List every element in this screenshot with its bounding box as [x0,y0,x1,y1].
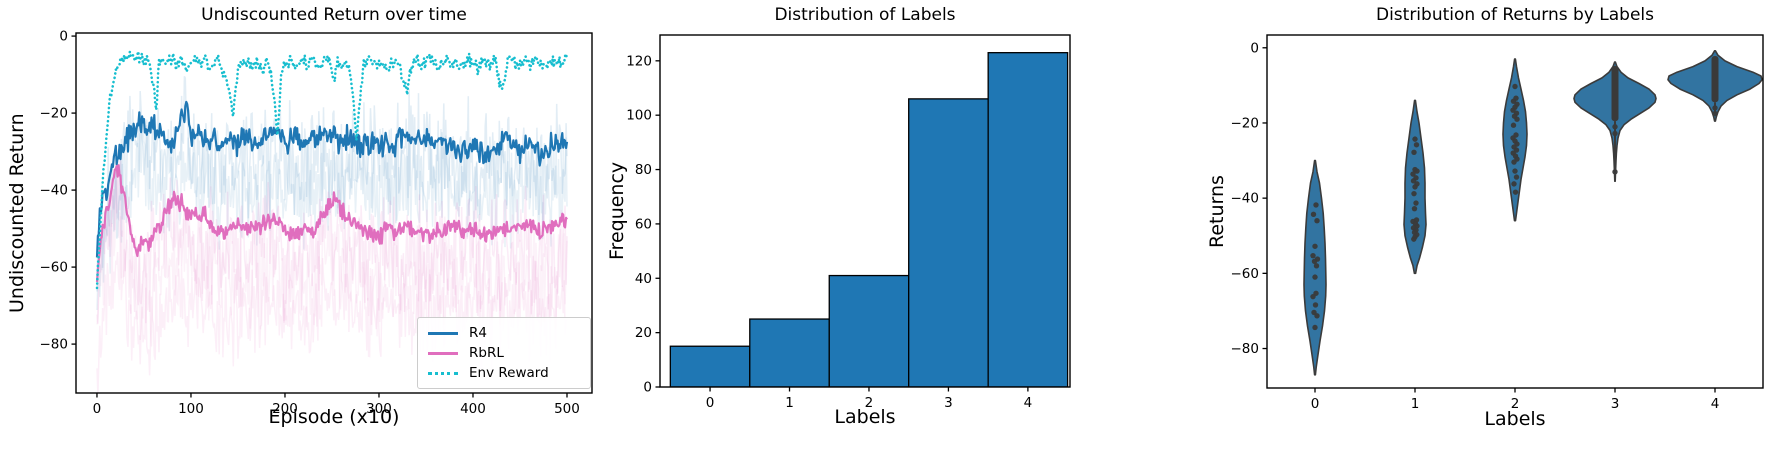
svg-text:3: 3 [944,395,953,411]
legend-row-env-reward: Env Reward [428,363,580,383]
svg-text:200: 200 [272,401,298,417]
svg-text:0: 0 [93,401,102,417]
plot3-title: Distribution of Returns by Labels [1375,5,1655,25]
svg-text:0: 0 [1250,40,1259,56]
svg-text:400: 400 [460,401,486,417]
legend-label-env-reward: Env Reward [469,365,549,381]
svg-text:20: 20 [635,325,652,341]
svg-text:−80: −80 [1231,341,1260,357]
svg-text:−40: −40 [1231,191,1260,207]
plot1-x-axis-label: Episode (x10) [268,406,400,428]
plot1-title: Undiscounted Return over time [201,5,467,25]
legend: R4 RbRL Env Reward [417,317,591,389]
plot2-x-axis-label: Labels [834,406,896,428]
legend-label-r4: R4 [469,325,487,341]
svg-text:3: 3 [1611,396,1620,412]
svg-text:4: 4 [1024,395,1033,411]
svg-text:−40: −40 [40,183,69,199]
svg-text:500: 500 [554,401,580,417]
svg-text:−60: −60 [1231,266,1260,282]
legend-label-rbrl: RbRL [469,345,504,361]
legend-row-r4: R4 [428,323,580,343]
svg-text:4: 4 [1711,396,1720,412]
svg-text:60: 60 [635,216,652,232]
svg-text:−60: −60 [40,260,69,276]
svg-text:0: 0 [643,380,652,396]
svg-text:300: 300 [366,401,392,417]
svg-text:0: 0 [59,29,68,45]
svg-text:−80: −80 [40,337,69,353]
svg-text:2: 2 [1511,396,1520,412]
svg-text:2: 2 [865,395,874,411]
svg-text:1: 1 [1411,396,1420,412]
svg-text:80: 80 [635,162,652,178]
svg-text:100: 100 [178,401,204,417]
svg-text:−20: −20 [40,106,69,122]
svg-text:−20: −20 [1231,115,1260,131]
legend-row-rbrl: RbRL [428,343,580,363]
env-reward-line-sample [428,371,458,375]
svg-text:0: 0 [706,395,715,411]
svg-text:0: 0 [1311,396,1320,412]
svg-text:120: 120 [626,53,652,69]
rbrl-line-sample [428,351,458,355]
r4-line-sample [428,331,458,335]
svg-text:100: 100 [626,108,652,124]
plot2-title: Distribution of Labels [774,5,956,25]
plot3-x-axis-label: Labels [1484,408,1546,430]
svg-text:40: 40 [635,271,652,287]
svg-text:1: 1 [785,395,794,411]
